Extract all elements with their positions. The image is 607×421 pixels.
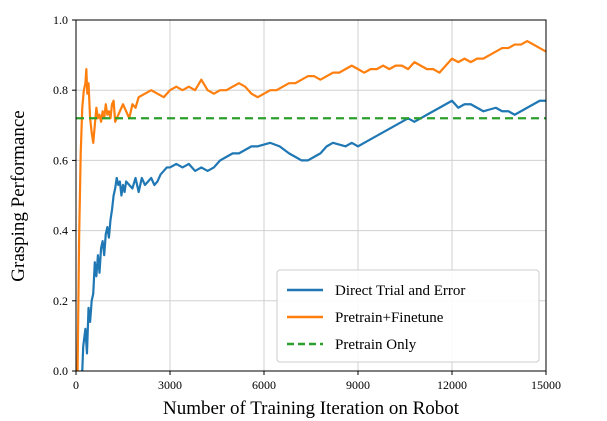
y-tick-label: 0.8 (53, 83, 68, 97)
y-tick-label: 0.0 (53, 364, 68, 378)
x-tick-label: 15000 (531, 378, 561, 392)
y-tick-label: 0.4 (53, 224, 68, 238)
plot-area (76, 39, 546, 371)
x-tick-label: 12000 (437, 378, 467, 392)
legend-box (276, 269, 540, 363)
series-lines (76, 39, 546, 371)
x-axis-title: Number of Training Iteration on Robot (163, 398, 460, 419)
plot-frame (75, 19, 547, 372)
y-tick-label: 1.0 (53, 13, 68, 27)
x-tick-label: 6000 (252, 378, 276, 392)
legend-label: Pretrain Only (335, 337, 417, 353)
x-tick-label: 3000 (158, 378, 182, 392)
series-line-pretrain-finetune (76, 39, 546, 371)
legend-label: Direct Trial and Error (335, 283, 465, 299)
y-axis-title: Grasping Performance (8, 110, 29, 281)
x-tick-label: 0 (73, 378, 79, 392)
series-line-direct-trial-and-error (81, 99, 546, 371)
y-tick-label: 0.6 (53, 153, 68, 167)
legend-label: Pretrain+Finetune (335, 310, 444, 326)
x-tick-label: 9000 (346, 378, 370, 392)
axis-ticks: 0 3000 6000 9000 12000 15000 0.0 0.2 0.4 0.6 0.8 1.… (53, 13, 561, 392)
legend: Direct Trial and Error Pretrain+Finetune P… (276, 269, 540, 363)
grid-lines (75, 19, 547, 372)
y-tick-label: 0.2 (53, 294, 68, 308)
